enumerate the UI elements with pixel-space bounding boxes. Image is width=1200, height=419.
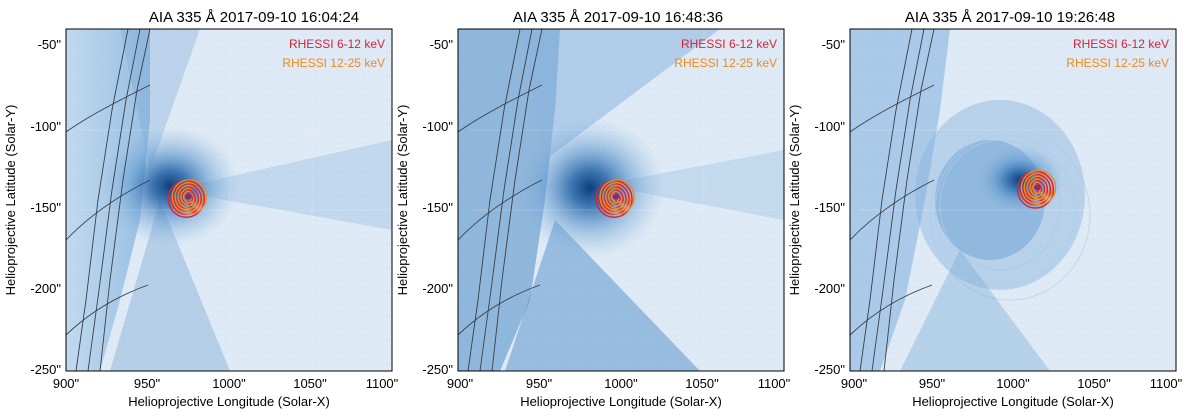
panel-1-grid xyxy=(65,28,151,372)
panel-2-rhessi-contours xyxy=(595,179,635,218)
panel-1-legend: RHESSI 6-12 keV RHESSI 12-25 keV xyxy=(282,37,385,70)
panel-1-xtick-2: 1000" xyxy=(212,376,246,391)
panel-2-xtick-1: 950" xyxy=(526,376,553,391)
panel-3-title: AIA 335 Å 2017-09-10 19:26:48 xyxy=(905,9,1115,26)
panel-3-image xyxy=(850,29,1176,371)
panel-2-legend-12-25: RHESSI 12-25 keV xyxy=(674,56,777,70)
panel-3-source-center xyxy=(1034,184,1041,191)
panel-2-ytick-1: -100" xyxy=(422,119,453,134)
panel-1-xtick-4: 1100" xyxy=(366,376,399,391)
panel-3-ytick-4: -250" xyxy=(814,362,845,377)
panel-2-title: AIA 335 Å 2017-09-10 16:48:36 xyxy=(513,9,723,26)
panel-2-frame xyxy=(457,28,785,372)
panel-3-ylabel: Helioprojective Latitude (Solar-Y) xyxy=(787,105,802,296)
panel-2-contour-12-25-5 xyxy=(599,179,635,215)
panel-2-ytick-2: -150" xyxy=(422,200,453,215)
panel-2-ytick-0: -50" xyxy=(430,37,454,52)
panel-3-ytick-3: -200" xyxy=(814,281,845,296)
panel-3-ytick-1: -100" xyxy=(814,119,845,134)
panel-1-ytick-3: -200" xyxy=(30,281,61,296)
panel-1-xtick-0: 900" xyxy=(53,376,80,391)
panel-3-grid xyxy=(849,28,935,372)
panel-3-ytick-0: -50" xyxy=(822,37,846,52)
panel-1-ylabel: Helioprojective Latitude (Solar-Y) xyxy=(3,105,18,296)
panel-1: AIA 335 Å 2017-09-10 16:04:24 xyxy=(3,9,399,409)
panel-1-legend-6-12: RHESSI 6-12 keV xyxy=(289,37,385,51)
panel-3-rhessi-contours xyxy=(1016,169,1057,209)
panel-1-source-center xyxy=(185,193,192,200)
panel-2: AIA 335 Å 2017-09-10 16:48:36 xyxy=(395,9,791,409)
panel-1-legend-12-25: RHESSI 12-25 keV xyxy=(282,56,385,70)
panel-3-xlabel: Helioprojective Longitude (Solar-X) xyxy=(912,394,1114,409)
panel-3-legend-6-12: RHESSI 6-12 keV xyxy=(1073,37,1169,51)
panel-1-title: AIA 335 Å 2017-09-10 16:04:24 xyxy=(149,9,359,26)
panel-3-legend-12-25: RHESSI 12-25 keV xyxy=(1066,56,1169,70)
panel-1-rhessi-contours xyxy=(167,179,208,218)
panel-1-ytick-2: -150" xyxy=(30,200,61,215)
panel-3-legend: RHESSI 6-12 keV RHESSI 12-25 keV xyxy=(1066,37,1169,70)
panel-3-xtick-1: 950" xyxy=(919,376,946,391)
panel-1-ytick-4: -250" xyxy=(30,362,61,377)
panel-1-contour-12-25-5 xyxy=(171,179,208,215)
panel-2-xtick-3: 1050" xyxy=(685,376,719,391)
panel-2-ylabel: Helioprojective Latitude (Solar-Y) xyxy=(395,105,410,296)
panel-3-axes: 900" 950" 1000" 1050" 1100" -50" -100" -… xyxy=(787,37,1183,409)
panel-3-frame xyxy=(849,28,1177,372)
panel-1-axes: 900" 950" 1000" 1050" 1100" -50" -100" -… xyxy=(3,37,399,409)
panel-1-frame xyxy=(65,28,393,372)
panel-2-xtick-4: 1100" xyxy=(758,376,791,391)
panel-3-ytick-2: -150" xyxy=(814,200,845,215)
panel-2-legend: RHESSI 6-12 keV RHESSI 12-25 keV xyxy=(674,37,777,70)
panel-2-ytick-4: -250" xyxy=(422,362,453,377)
panel-2-xlabel: Helioprojective Longitude (Solar-X) xyxy=(520,394,722,409)
panel-2-ytick-3: -200" xyxy=(422,281,453,296)
panel-3-xtick-4: 1100" xyxy=(1150,376,1183,391)
panel-2-axes: 900" 950" 1000" 1050" 1100" -50" -100" -… xyxy=(395,37,791,409)
panel-1-xtick-1: 950" xyxy=(134,376,161,391)
panel-2-source-center xyxy=(613,193,620,200)
panel-2-legend-6-12: RHESSI 6-12 keV xyxy=(681,37,777,51)
panel-3-xtick-3: 1050" xyxy=(1077,376,1111,391)
panel-3-contour-12-25-5 xyxy=(1020,169,1057,206)
panel-1-ytick-0: -50" xyxy=(38,37,62,52)
panel-2-xtick-0: 900" xyxy=(447,376,474,391)
panel-3: AIA 335 Å 2017-09-10 19:26:48 xyxy=(787,9,1183,409)
panel-1-ytick-1: -100" xyxy=(30,119,61,134)
panel-1-xlabel: Helioprojective Longitude (Solar-X) xyxy=(128,394,330,409)
panel-3-xtick-0: 900" xyxy=(841,376,868,391)
panel-2-grid xyxy=(457,28,543,372)
panel-1-xtick-3: 1050" xyxy=(293,376,327,391)
panel-1-image xyxy=(66,29,392,371)
panel-3-xtick-2: 1000" xyxy=(996,376,1030,391)
panel-2-xtick-2: 1000" xyxy=(604,376,638,391)
